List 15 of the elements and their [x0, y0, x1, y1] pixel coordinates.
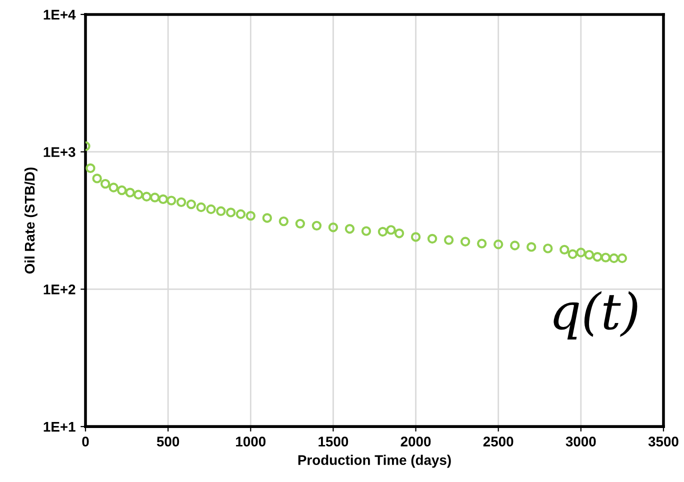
x-tick-label: 3000	[566, 436, 596, 447]
x-axis-title: Production Time (days)	[298, 454, 451, 468]
y-axis-title: Oil Rate (STB/D)	[24, 168, 38, 274]
x-tick-label: 500	[156, 436, 180, 446]
y-tick-label: 1E+1	[44, 422, 76, 432]
x-tick-label: 2500	[483, 436, 514, 446]
y-tick-label: 1E+4	[44, 10, 76, 20]
x-tick-label: 0	[82, 436, 89, 446]
y-tick-label: 1E+2	[44, 284, 76, 294]
y-tick-label: 1E+3	[44, 147, 76, 158]
x-tick-label: 2000	[400, 436, 431, 446]
x-tick-label: 3500	[648, 436, 678, 447]
x-tick-label: 1500	[318, 436, 348, 446]
x-tick-label: 1000	[236, 436, 266, 446]
annotation: q(t)	[554, 291, 638, 340]
